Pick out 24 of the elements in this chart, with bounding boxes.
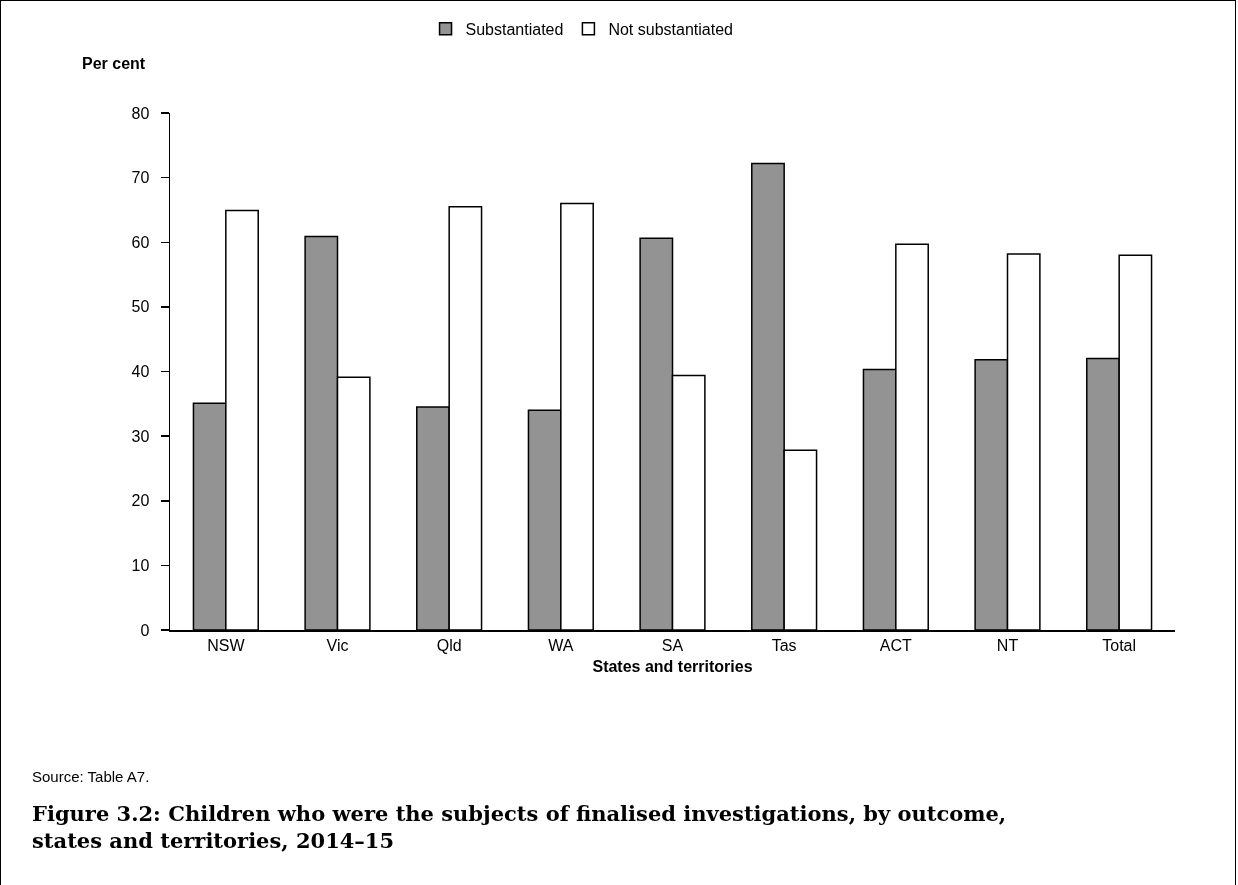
y-tick-label: 20 <box>131 492 150 510</box>
text: Figure 3.2: Children who were the subjects of finalised investigations, by outcome, states and territories, 2014–15 <box>32 800 1008 854</box>
y-tick-label: 60 <box>131 233 150 251</box>
y-tick-label: 40 <box>131 363 150 381</box>
y-tick-label: 80 <box>131 104 150 122</box>
x-tick-label: Total <box>1102 636 1137 654</box>
x-tick-label: SA <box>661 636 684 654</box>
x-tick-label: NT <box>996 636 1019 654</box>
y-tick-label: 0 <box>140 621 150 639</box>
x-tick-label: Tas <box>771 636 797 654</box>
y-axis-title: Per cent <box>82 55 146 72</box>
source-note: Source: Table A7. <box>32 768 150 785</box>
x-tick-label: NSW <box>207 636 246 654</box>
y-tick-label: 30 <box>131 427 150 445</box>
x-axis-title: States and territories <box>592 658 753 676</box>
x-tick-label: ACT <box>879 636 913 654</box>
y-tick-label: 70 <box>131 169 150 187</box>
x-tick-label: WA <box>548 636 574 654</box>
x-tick-label: Qld <box>436 636 462 654</box>
y-tick-label: 50 <box>131 298 150 316</box>
y-tick-label: 10 <box>131 556 150 574</box>
legend-label: Substantiated <box>465 20 564 38</box>
legend-label: Not substantiated <box>608 20 733 38</box>
x-tick-label: Vic <box>326 636 349 654</box>
